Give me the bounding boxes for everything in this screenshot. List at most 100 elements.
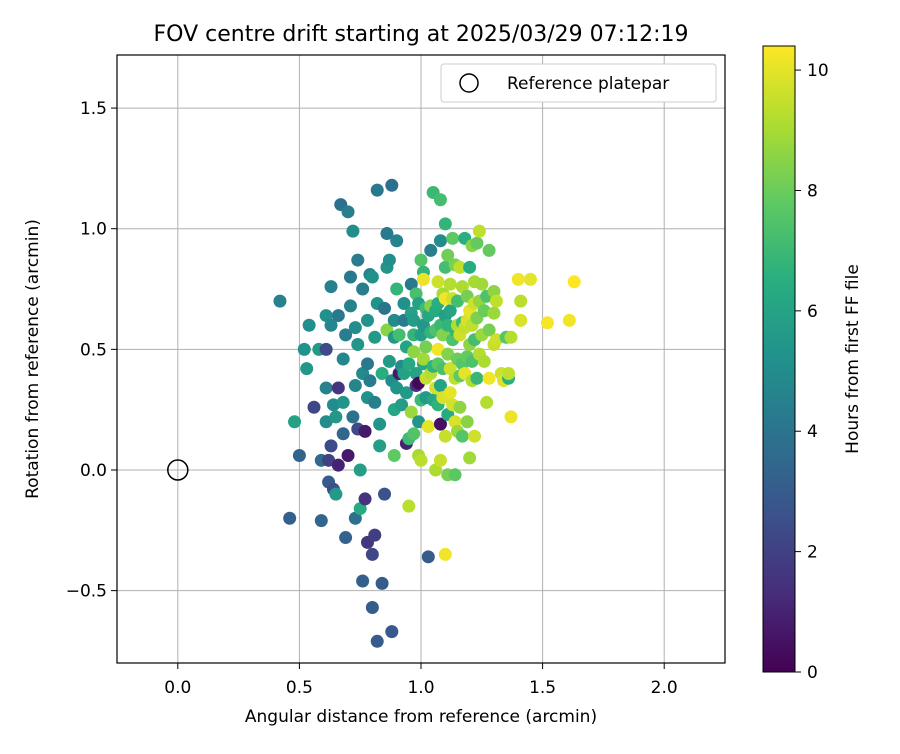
- data-point: [453, 400, 467, 414]
- data-point: [399, 386, 413, 400]
- data-point: [395, 398, 409, 412]
- chart-title: FOV centre drift starting at 2025/03/29 …: [154, 22, 689, 47]
- data-point: [414, 253, 428, 267]
- data-point: [343, 299, 357, 313]
- data-point: [429, 463, 443, 477]
- data-point: [404, 405, 418, 419]
- data-point: [346, 224, 360, 238]
- grid-lines: [117, 55, 725, 663]
- data-point: [339, 531, 353, 545]
- data-point: [378, 301, 392, 315]
- data-point: [477, 304, 491, 318]
- data-point: [283, 511, 297, 525]
- data-point: [336, 427, 350, 441]
- data-point: [348, 511, 362, 525]
- x-axis-label: Angular distance from reference (arcmin): [245, 707, 597, 727]
- data-point: [472, 224, 486, 238]
- legend-reference-marker: [459, 73, 479, 93]
- data-point: [365, 270, 379, 284]
- data-point: [443, 277, 457, 291]
- colorbar-tick-label: 2: [807, 543, 818, 563]
- data-point: [470, 371, 484, 385]
- data-point: [319, 381, 333, 395]
- data-point: [331, 381, 345, 395]
- y-tick-label: −0.5: [66, 582, 107, 602]
- data-point: [436, 328, 450, 342]
- data-point: [378, 487, 392, 501]
- data-point: [368, 330, 382, 344]
- data-point: [463, 451, 477, 465]
- data-point: [504, 330, 518, 344]
- data-point: [336, 352, 350, 366]
- data-point: [455, 280, 469, 294]
- x-tick-label: 1.5: [529, 678, 556, 698]
- data-point: [480, 395, 494, 409]
- colorbar-label: Hours from first FF file: [843, 264, 863, 454]
- data-point: [419, 340, 433, 354]
- data-point: [387, 449, 401, 463]
- colorbar-ticks: 0 2 4 6 8 10: [795, 61, 829, 683]
- legend-box: [440, 63, 717, 103]
- data-point: [441, 248, 455, 262]
- y-tick-label: 1.0: [80, 220, 107, 240]
- data-point: [407, 427, 421, 441]
- data-point: [414, 453, 428, 467]
- data-point: [370, 183, 384, 197]
- data-point: [360, 357, 374, 371]
- data-point: [373, 439, 387, 453]
- data-point: [511, 272, 525, 286]
- data-point: [382, 354, 396, 368]
- data-point: [489, 333, 503, 347]
- data-point: [567, 275, 581, 289]
- y-axis-label: Rotation from reference (arcmin): [23, 219, 43, 499]
- legend: Reference platepar: [440, 63, 717, 103]
- y-tick-label: 0.0: [80, 461, 107, 481]
- data-point: [356, 574, 370, 588]
- data-point: [443, 362, 457, 376]
- data-point: [482, 323, 496, 337]
- reference-marker: [167, 459, 189, 481]
- data-point: [433, 379, 447, 393]
- data-point: [487, 306, 501, 320]
- data-point: [324, 280, 338, 294]
- data-point: [358, 492, 372, 506]
- data-point: [424, 243, 438, 257]
- data-point: [297, 342, 311, 356]
- data-point: [331, 309, 345, 323]
- data-point: [482, 371, 496, 385]
- data-point: [390, 282, 404, 296]
- data-point: [433, 453, 447, 467]
- data-point: [482, 243, 496, 257]
- data-point: [360, 313, 374, 327]
- data-point: [455, 429, 469, 443]
- data-point: [416, 352, 430, 366]
- data-point: [339, 328, 353, 342]
- data-point: [288, 415, 302, 429]
- data-point: [390, 234, 404, 248]
- data-point: [300, 362, 314, 376]
- data-point: [523, 272, 537, 286]
- data-point: [368, 528, 382, 542]
- data-point: [387, 313, 401, 327]
- data-point: [514, 313, 528, 327]
- data-point: [443, 386, 457, 400]
- colorbar: 0 2 4 6 8 10 Hours from first FF file: [762, 45, 863, 683]
- data-point: [368, 395, 382, 409]
- data-point: [540, 316, 554, 330]
- data-point: [363, 374, 377, 388]
- data-point: [365, 601, 379, 615]
- data-point: [348, 379, 362, 393]
- data-point: [433, 234, 447, 248]
- x-tick-label: 2.0: [651, 678, 678, 698]
- data-point: [504, 410, 518, 424]
- data-point: [373, 417, 387, 431]
- data-point: [475, 277, 489, 291]
- data-point: [470, 236, 484, 250]
- data-point: [331, 458, 345, 472]
- legend-reference-label: Reference platepar: [507, 74, 669, 94]
- data-point: [351, 338, 365, 352]
- y-tick-label: 1.5: [80, 99, 107, 119]
- data-point: [365, 547, 379, 561]
- data-point: [441, 347, 455, 361]
